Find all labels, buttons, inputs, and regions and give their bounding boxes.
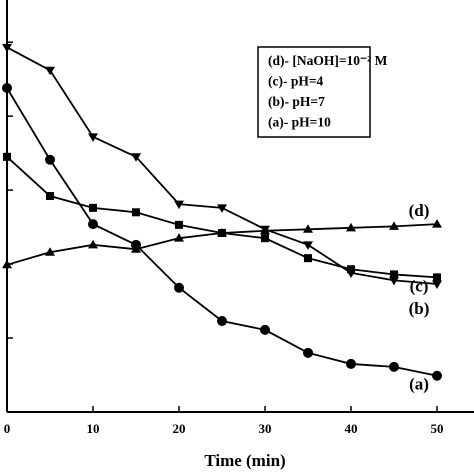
marker <box>46 192 55 201</box>
marker <box>88 219 99 230</box>
marker <box>217 316 228 327</box>
legend-box <box>257 46 371 138</box>
marker <box>389 361 400 372</box>
marker <box>432 280 443 290</box>
marker <box>303 224 314 233</box>
marker <box>261 234 270 243</box>
marker <box>346 222 357 232</box>
x-tick-label: 50 <box>431 421 444 436</box>
curve-label: (c) <box>410 276 429 295</box>
x-tick-label: 40 <box>345 421 358 436</box>
marker <box>45 66 56 76</box>
marker <box>432 370 443 381</box>
series-line <box>6 156 438 279</box>
x-tick-label: 30 <box>259 421 272 436</box>
marker <box>347 265 356 274</box>
marker <box>389 276 400 286</box>
marker <box>390 270 399 279</box>
marker <box>432 219 443 228</box>
marker <box>260 225 271 235</box>
marker <box>132 208 141 217</box>
x-tick-label: 20 <box>173 421 186 436</box>
marker <box>3 152 11 161</box>
marker <box>303 241 314 250</box>
legend-entry: (c)- pH=4 <box>268 74 324 89</box>
marker <box>260 324 271 335</box>
x-axis-label: Time (min) <box>204 451 285 470</box>
marker <box>433 273 442 282</box>
marker <box>217 204 228 213</box>
marker <box>88 133 99 142</box>
marker <box>218 228 227 237</box>
marker <box>346 358 357 369</box>
marker <box>303 347 314 358</box>
legend-entry: (b)- pH=7 <box>268 94 325 109</box>
legend-entry: (d)- [NaOH]=10⁻² M <box>268 53 388 68</box>
marker <box>175 220 184 229</box>
marker <box>2 259 12 269</box>
marker <box>304 254 313 263</box>
marker <box>2 43 12 53</box>
marker <box>174 282 185 293</box>
marker <box>346 269 357 278</box>
curve-label: (b) <box>409 299 430 318</box>
curve-label: (d) <box>409 201 430 220</box>
marker <box>131 153 142 162</box>
marker <box>389 221 400 230</box>
marker <box>174 233 185 242</box>
marker <box>2 83 12 94</box>
marker <box>174 200 185 210</box>
marker <box>45 154 56 165</box>
marker <box>88 239 99 249</box>
marker <box>89 203 98 212</box>
x-tick-label: 0 <box>4 421 11 436</box>
curve-label: (a) <box>409 375 429 394</box>
marker <box>131 239 142 250</box>
marker <box>45 247 56 256</box>
x-tick-label: 10 <box>87 421 100 436</box>
legend-entry: (a)- pH=10 <box>268 115 331 130</box>
